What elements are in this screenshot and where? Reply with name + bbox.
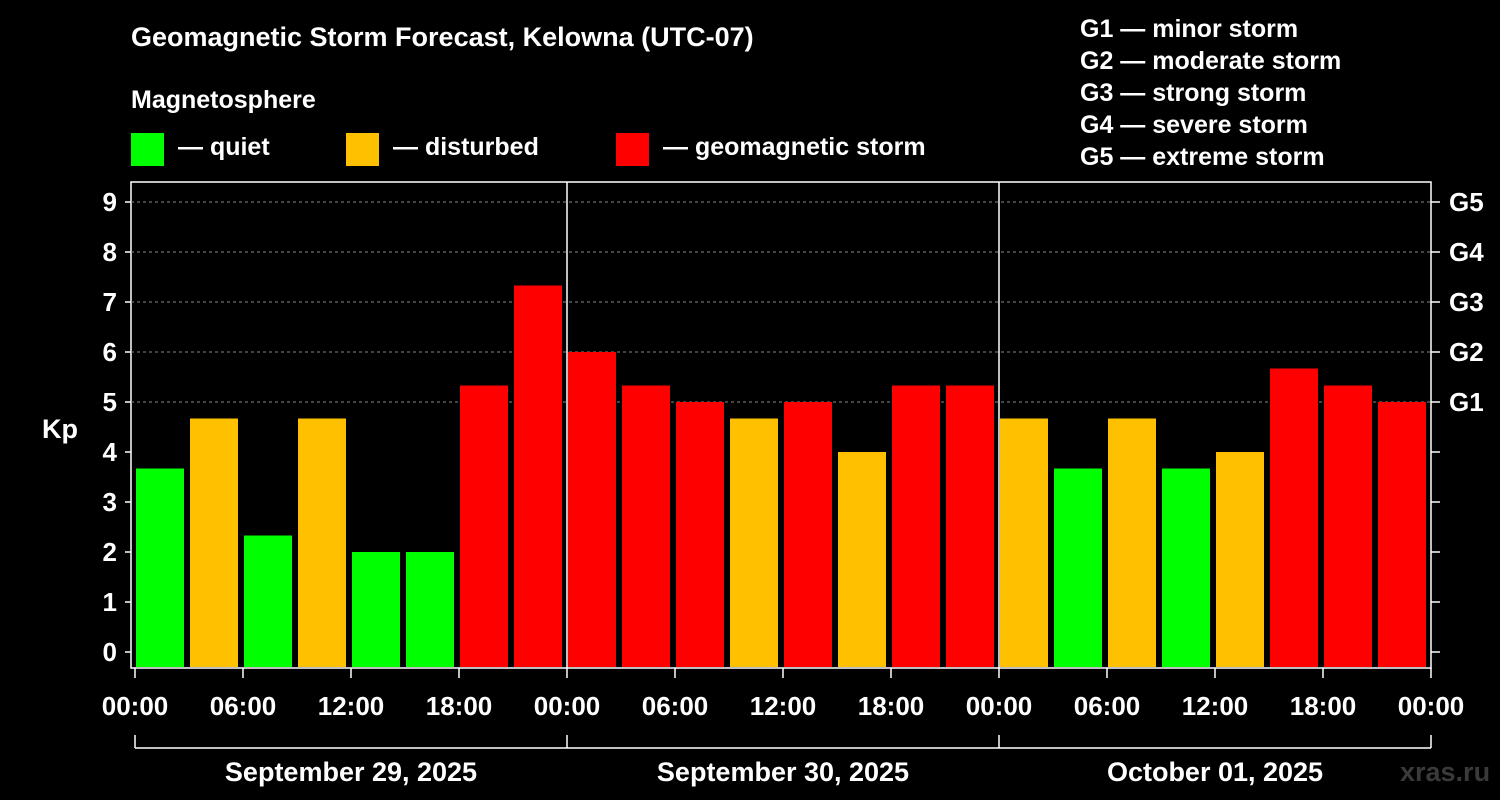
bar-13: [838, 452, 886, 667]
y-tick-label-5: 5: [103, 387, 117, 417]
bar-19: [1162, 468, 1210, 667]
watermark: xras.ru: [1400, 757, 1491, 787]
chart-title: Geomagnetic Storm Forecast, Kelowna (UTC…: [131, 22, 754, 52]
bar-1: [190, 418, 238, 667]
storm-level-label-g3: G3: [1449, 287, 1484, 317]
storm-level-label-g4: G4: [1449, 237, 1484, 267]
x-tick-label-5: 06:00: [642, 691, 709, 721]
bar-18: [1108, 418, 1156, 667]
storm-level-label-g5: G5: [1449, 187, 1484, 217]
bar-12: [784, 402, 832, 667]
bar-20: [1216, 452, 1264, 667]
x-tick-label-11: 18:00: [1290, 691, 1357, 721]
bar-0: [136, 468, 184, 667]
y-tick-label-3: 3: [103, 487, 117, 517]
legend-label-storm: — geomagnetic storm: [663, 133, 926, 161]
x-tick-label-4: 00:00: [534, 691, 601, 721]
bar-23: [1378, 402, 1426, 667]
legend-label-quiet: — quiet: [178, 133, 270, 161]
bar-15: [946, 385, 994, 667]
x-tick-label-2: 12:00: [318, 691, 385, 721]
legend-swatch-storm: [616, 133, 649, 166]
day-label-2: October 01, 2025: [1107, 757, 1323, 787]
y-tick-label-7: 7: [103, 287, 117, 317]
bar-11: [730, 418, 778, 667]
bar-17: [1054, 468, 1102, 667]
storm-scale-g2: G2 — moderate storm: [1080, 47, 1342, 75]
x-tick-label-8: 00:00: [966, 691, 1033, 721]
x-tick-label-12: 00:00: [1398, 691, 1465, 721]
y-tick-label-0: 0: [103, 637, 117, 667]
day-label-0: September 29, 2025: [225, 757, 477, 787]
storm-scale-g3: G3 — strong storm: [1080, 79, 1307, 107]
legend-swatch-disturbed: [346, 133, 379, 166]
y-tick-label-9: 9: [103, 187, 117, 217]
y-tick-label-6: 6: [103, 337, 117, 367]
x-tick-label-10: 12:00: [1182, 691, 1249, 721]
x-tick-label-7: 18:00: [858, 691, 925, 721]
x-tick-label-9: 06:00: [1074, 691, 1141, 721]
legend-title: Magnetosphere: [131, 86, 316, 114]
bar-9: [622, 385, 670, 667]
y-tick-label-8: 8: [103, 237, 117, 267]
legend-label-disturbed: — disturbed: [393, 133, 539, 161]
x-tick-label-6: 12:00: [750, 691, 817, 721]
bar-14: [892, 385, 940, 667]
y-tick-label-2: 2: [103, 537, 117, 567]
bar-5: [406, 552, 454, 667]
storm-scale-g4: G4 — severe storm: [1080, 111, 1308, 139]
bar-7: [514, 285, 562, 667]
storm-level-label-g1: G1: [1449, 387, 1484, 417]
storm-scale-g1: G1 — minor storm: [1080, 15, 1299, 43]
y-tick-label-4: 4: [103, 437, 118, 467]
x-tick-label-3: 18:00: [426, 691, 493, 721]
day-label-1: September 30, 2025: [657, 757, 909, 787]
bar-6: [460, 385, 508, 667]
bar-8: [568, 352, 616, 667]
x-tick-label-0: 00:00: [102, 691, 169, 721]
plot-frame: [130, 181, 1432, 669]
storm-scale-legend: G1 — minor storm G2 — moderate storm G3 …: [1080, 14, 1341, 174]
storm-level-label-g2: G2: [1449, 337, 1484, 367]
bar-16: [1000, 418, 1048, 667]
bar-10: [676, 402, 724, 667]
bar-4: [352, 552, 400, 667]
y-tick-label-1: 1: [103, 587, 117, 617]
bar-3: [298, 418, 346, 667]
bar-22: [1324, 385, 1372, 667]
bar-2: [244, 535, 292, 667]
storm-scale-g5: G5 — extreme storm: [1080, 143, 1325, 171]
x-tick-label-1: 06:00: [210, 691, 277, 721]
y-axis-label: Kp: [42, 414, 78, 444]
legend-swatch-quiet: [131, 133, 164, 166]
bar-21: [1270, 368, 1318, 667]
